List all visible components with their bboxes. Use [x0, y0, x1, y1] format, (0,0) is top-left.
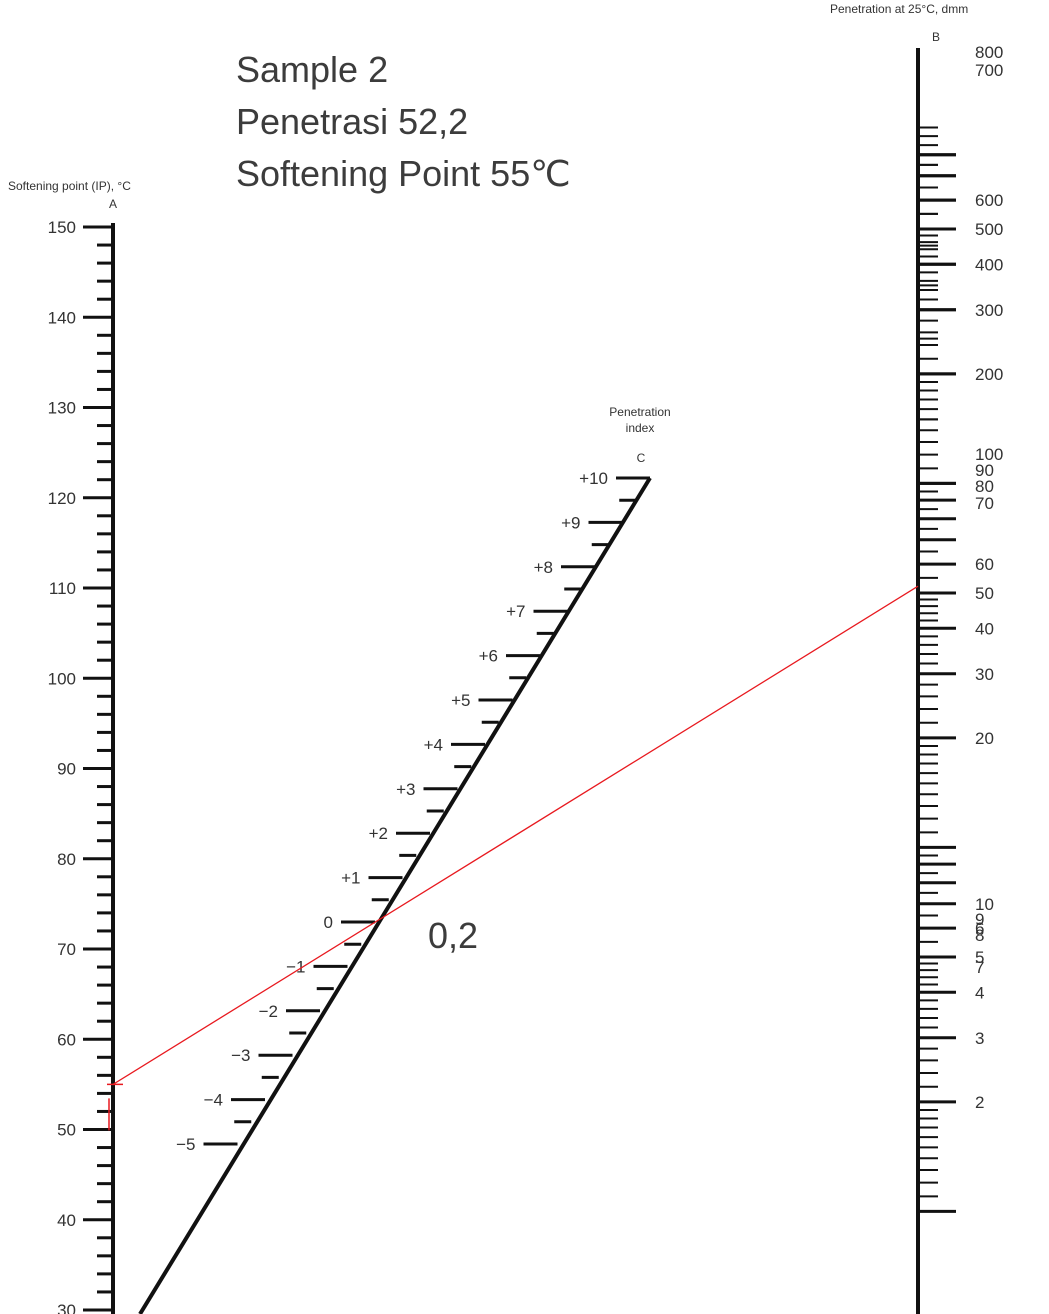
scale-c-tick-label: +2	[369, 824, 388, 843]
scale-b-tick-label: 3	[975, 1029, 984, 1048]
scale-b-tick-label: 6	[975, 919, 984, 938]
scale-c-tick-label: −4	[204, 1091, 223, 1110]
scale-c-tick-label: +1	[341, 869, 360, 888]
scale-b-tick-label: 100	[975, 445, 1003, 464]
scale-c-tick-label: +3	[396, 780, 415, 799]
scale-a-tick-label: 90	[57, 760, 76, 779]
scale-a-tick-label: 120	[48, 489, 76, 508]
reading-line-group	[107, 585, 919, 1131]
scale-b-tick-label: 5	[975, 948, 984, 967]
scale-a-letter: A	[109, 197, 117, 211]
sample-label: Sample 2	[236, 49, 388, 90]
scale-c-tick-label: +4	[424, 735, 443, 754]
scale-b-tick-label: 2	[975, 1093, 984, 1112]
scale-b-tick-label: 400	[975, 255, 1003, 274]
scale-b-tick-label: 500	[975, 220, 1003, 239]
scale-b-tick-label: 90	[975, 461, 994, 480]
scale-b-tick-label: 50	[975, 584, 994, 603]
scale-b-tick-label: 700	[975, 61, 1003, 80]
scale-c-tick-label: +5	[451, 691, 470, 710]
scale-a-tick-label: 130	[48, 399, 76, 418]
scale-b-tick-label: 200	[975, 365, 1003, 384]
scale-b-letter: B	[932, 30, 940, 44]
scale-b-tick-label: 600	[975, 191, 1003, 210]
softening-point-annotation: Softening Point 55℃	[236, 153, 571, 194]
scale-a-title: Softening point (IP), °C	[8, 179, 131, 193]
scale-a-tick-label: 70	[57, 940, 76, 959]
penetration-index-result: 0,2	[428, 915, 478, 956]
reading-line	[112, 585, 919, 1085]
penetration-annotation: Penetrasi 52,2	[236, 101, 468, 142]
scale-c-tick-label: +6	[479, 647, 498, 666]
scale-b-tick-label: 4	[975, 983, 984, 1002]
scale-b-tick-label: 8	[975, 926, 984, 945]
scale-c-title-line2: index	[626, 421, 655, 435]
scale-b-tick-label: 30	[975, 665, 994, 684]
scale-c-tick-label: −5	[176, 1135, 195, 1154]
scale-b-tick-label: 60	[975, 555, 994, 574]
scale-c-letter: C	[637, 451, 646, 465]
scale-a-tick-label: 100	[48, 669, 76, 688]
scale-b-tick-label: 10	[975, 895, 994, 914]
scale-c-line	[138, 476, 652, 1314]
scale-c-tick-label: +8	[534, 558, 553, 577]
scale-a-tick-label: 140	[48, 308, 76, 327]
scale-a-tick-label: 150	[48, 218, 76, 237]
scale-c-tick-label: −1	[286, 957, 305, 976]
scale-b-tick-label: 300	[975, 301, 1003, 320]
scale-a-tick-label: 80	[57, 850, 76, 869]
scale-c-tick-label: −2	[259, 1002, 278, 1021]
scale-b-title: Penetration at 25°C, dmm	[830, 2, 968, 16]
scale-b-tick-label: 800	[975, 43, 1003, 62]
scale-b-tick-label: 7	[975, 958, 984, 977]
scale-b-tick-label: 9	[975, 910, 984, 929]
scale-b-tick-label: 40	[975, 619, 994, 638]
scale-c-tick-label: 0	[324, 913, 333, 932]
scale-a-tick-label: 50	[57, 1121, 76, 1140]
scale-b-tick-label: 80	[975, 477, 994, 496]
scale-a-tick-label: 110	[49, 579, 76, 598]
scale-c-tick-label: +10	[579, 469, 608, 488]
scale-c-penetration-index: PenetrationindexC+10+9+8+7+6+5+4+3+2+10−…	[138, 405, 671, 1314]
scale-c-tick-label: −3	[231, 1046, 250, 1065]
scale-b-tick-label: 70	[975, 494, 994, 513]
scale-a-tick-label: 40	[57, 1211, 76, 1230]
scale-c-title-line1: Penetration	[609, 405, 670, 419]
scale-a-tick-label: 30	[57, 1301, 76, 1314]
scale-c-tick-label: +9	[561, 513, 580, 532]
scale-a-softening-point: Softening point (IP), °C A 150 140 130 120 110…	[8, 179, 131, 1314]
scale-a-tick-label: 60	[57, 1030, 76, 1049]
scale-c-tick-label: +7	[506, 602, 525, 621]
scale-b-tick-label: 20	[975, 729, 994, 748]
